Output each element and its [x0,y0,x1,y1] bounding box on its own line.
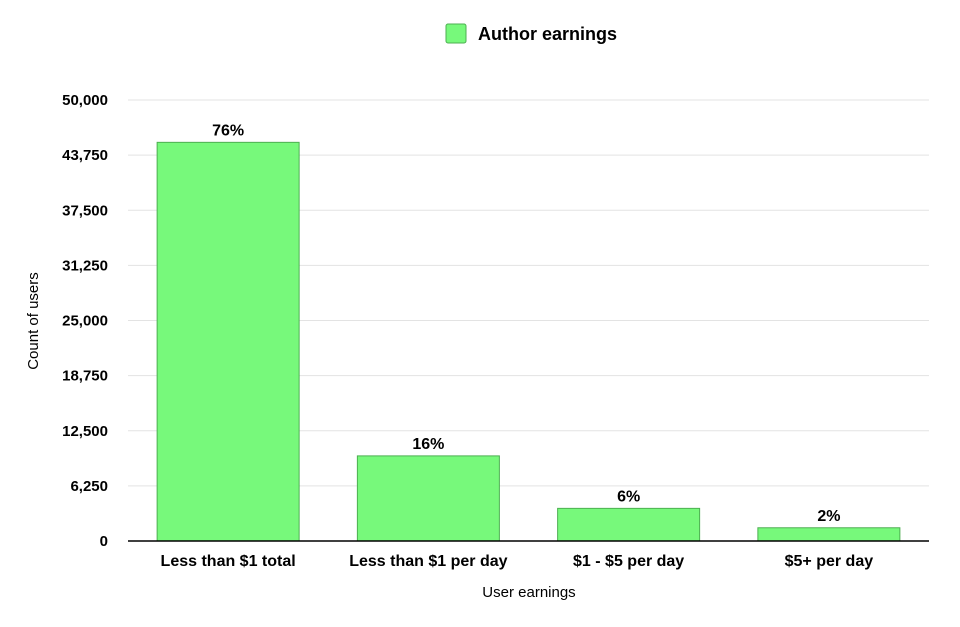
y-axis-title: Count of users [25,272,42,370]
y-tick-label: 37,500 [62,202,108,219]
y-tick-label: 18,750 [62,368,108,385]
y-tick-label: 31,250 [62,257,108,274]
data-label: 76% [212,122,244,139]
y-tick-label: 25,000 [62,313,108,330]
y-tick-label: 0 [100,533,108,550]
x-tick-label: $1 - $5 per day [573,553,684,570]
x-tick-label: Less than $1 total [161,553,296,570]
bar [757,527,901,542]
bars [156,141,901,542]
legend-label: Author earnings [478,24,617,44]
bar [557,507,701,542]
data-label: 16% [412,436,444,453]
bar [356,455,500,542]
data-label: 2% [817,508,840,525]
bar [156,141,300,542]
y-tick-label: 43,750 [62,147,108,164]
x-axis-ticks: Less than $1 total Less than $1 per day $1… [161,553,874,570]
y-tick-label: 12,500 [62,423,108,440]
x-tick-label: Less than $1 per day [349,553,507,570]
legend-swatch [445,23,467,44]
data-labels: 76% 16% 6% 2% [212,122,840,524]
y-tick-label: 6,250 [70,478,108,495]
x-tick-label: $5+ per day [785,553,874,570]
data-label: 6% [617,488,640,505]
y-axis-ticks: 0 6,250 12,500 18,750 25,000 31,250 37,500 43,7… [62,92,108,550]
x-axis-title: User earnings [482,584,575,601]
y-tick-label: 50,000 [62,92,108,109]
legend: Author earnings [445,23,617,44]
